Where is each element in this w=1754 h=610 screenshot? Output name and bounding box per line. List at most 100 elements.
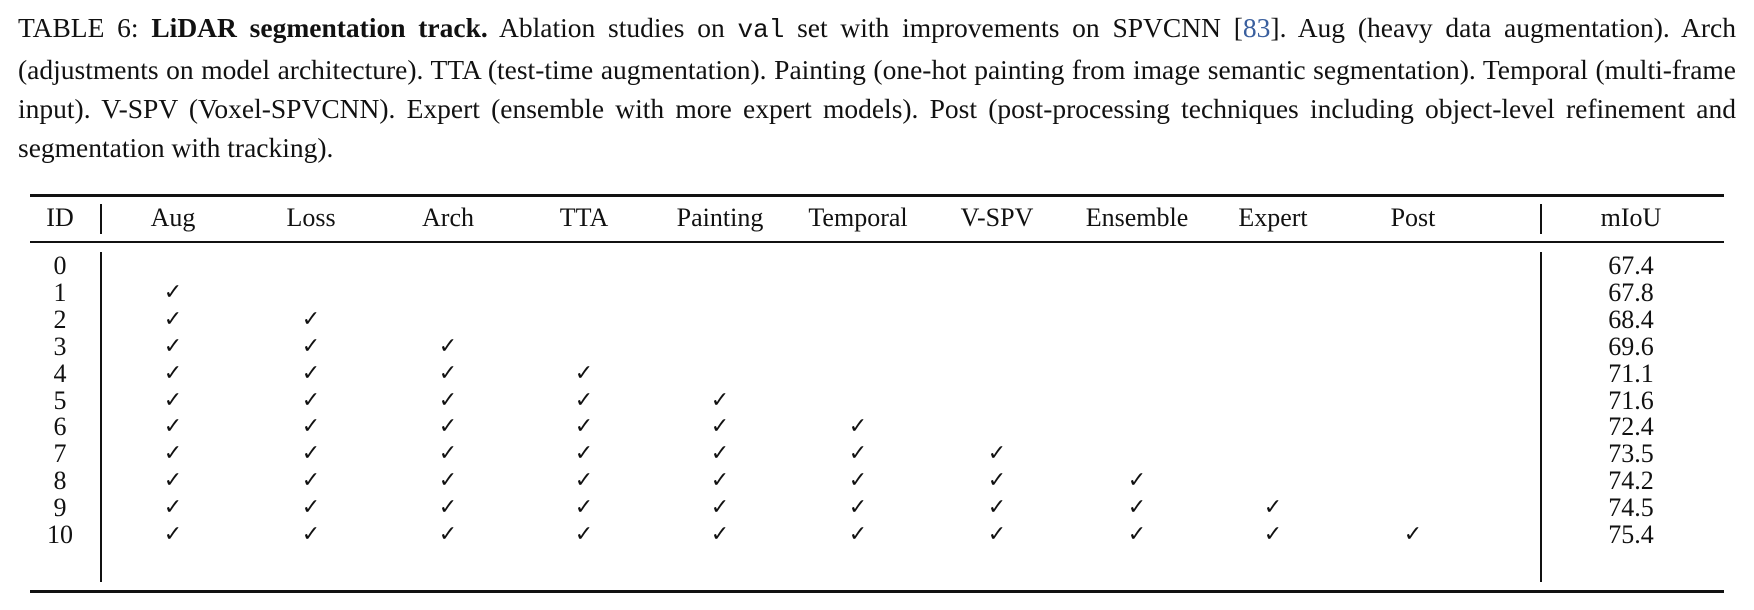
body-separator-right <box>1540 252 1542 582</box>
row-miou: 71.1 <box>1608 358 1654 388</box>
table-header-rule <box>30 241 1724 243</box>
check-mark-aug: ✓ <box>163 387 183 413</box>
header-separator-right <box>1540 204 1542 234</box>
check-mark-ensemble: ✓ <box>1127 522 1147 547</box>
row-miou: 74.2 <box>1608 466 1654 496</box>
check-mark-tta: ✓ <box>574 441 594 467</box>
check-mark-v-spv: ✓ <box>987 441 1007 467</box>
check-mark-tta: ✓ <box>574 360 594 386</box>
row-miou: 67.4 <box>1608 251 1654 280</box>
column-header-v-spv: V-SPV <box>960 203 1034 232</box>
check-mark-v-spv: ✓ <box>987 468 1007 494</box>
column-header-expert: Expert <box>1238 203 1308 232</box>
row-id: 0 <box>53 251 67 280</box>
check-mark-arch: ✓ <box>438 522 458 547</box>
column-header-miou: mIoU <box>1600 203 1662 232</box>
row-id: 5 <box>53 385 67 415</box>
check-mark-painting: ✓ <box>710 387 730 413</box>
check-mark-tta: ✓ <box>574 387 594 413</box>
caption-text-3: ]. Aug (heavy data augmentation). Arch (… <box>18 12 1736 163</box>
check-mark-painting: ✓ <box>710 468 730 494</box>
check-mark-loss: ✓ <box>301 360 321 386</box>
row-id: 1 <box>53 277 67 307</box>
check-mark-aug: ✓ <box>163 360 183 386</box>
citation-link[interactable]: 83 <box>1242 12 1271 43</box>
check-mark-aug: ✓ <box>163 414 183 440</box>
check-mark-arch: ✓ <box>438 333 458 359</box>
column-header-ensemble: Ensemble <box>1085 203 1189 232</box>
check-mark-tta: ✓ <box>574 468 594 494</box>
row-id: 2 <box>53 304 67 334</box>
check-mark-loss: ✓ <box>301 333 321 359</box>
check-mark-expert: ✓ <box>1263 522 1283 547</box>
check-mark-loss: ✓ <box>301 441 321 467</box>
check-mark-loss: ✓ <box>301 522 321 547</box>
check-mark-tta: ✓ <box>574 522 594 547</box>
column-header-temporal: Temporal <box>808 203 908 232</box>
row-id: 9 <box>53 493 67 523</box>
column-header-painting: Painting <box>676 203 764 232</box>
column-header-arch: Arch <box>422 203 474 232</box>
caption-text-1: Ablation studies on <box>487 12 738 43</box>
column-header-loss: Loss <box>286 203 336 232</box>
header-separator-left <box>100 204 102 234</box>
check-mark-arch: ✓ <box>438 441 458 467</box>
check-mark-aug: ✓ <box>163 441 183 467</box>
check-mark-temporal: ✓ <box>848 414 868 440</box>
check-mark-aug: ✓ <box>163 495 183 521</box>
check-mark-loss: ✓ <box>301 495 321 521</box>
table-bottom-rule <box>30 590 1724 593</box>
check-mark-aug: ✓ <box>163 333 183 359</box>
check-mark-painting: ✓ <box>710 414 730 440</box>
check-mark-aug: ✓ <box>163 279 183 305</box>
row-id: 3 <box>53 331 67 361</box>
check-mark-temporal: ✓ <box>848 468 868 494</box>
row-miou: 73.5 <box>1608 439 1654 469</box>
check-mark-arch: ✓ <box>438 468 458 494</box>
check-mark-post: ✓ <box>1403 522 1423 547</box>
check-mark-loss: ✓ <box>301 468 321 494</box>
check-mark-v-spv: ✓ <box>987 495 1007 521</box>
row-miou: 68.4 <box>1608 304 1654 334</box>
row-id: 10 <box>47 520 73 549</box>
check-mark-ensemble: ✓ <box>1127 468 1147 494</box>
check-mark-v-spv: ✓ <box>987 522 1007 547</box>
row-id: 7 <box>53 439 67 469</box>
check-mark-ensemble: ✓ <box>1127 495 1147 521</box>
row-id: 8 <box>53 466 67 496</box>
check-mark-tta: ✓ <box>574 414 594 440</box>
column-header-aug: Aug <box>150 203 196 232</box>
check-mark-loss: ✓ <box>301 387 321 413</box>
check-mark-arch: ✓ <box>438 387 458 413</box>
row-miou: 69.6 <box>1608 331 1654 361</box>
column-header-id: ID <box>46 203 74 232</box>
check-mark-painting: ✓ <box>710 441 730 467</box>
row-miou: 67.8 <box>1608 277 1654 307</box>
check-mark-arch: ✓ <box>438 495 458 521</box>
check-mark-temporal: ✓ <box>848 522 868 547</box>
caption-text-2: set with improvements on SPVCNN [ <box>784 12 1243 43</box>
caption-label: TABLE 6: <box>18 12 139 43</box>
check-mark-painting: ✓ <box>710 495 730 521</box>
caption-title: LiDAR segmentation track. <box>151 12 488 43</box>
check-mark-loss: ✓ <box>301 306 321 332</box>
check-mark-temporal: ✓ <box>848 441 868 467</box>
check-mark-expert: ✓ <box>1263 495 1283 521</box>
row-id: 4 <box>53 358 67 388</box>
column-header-post: Post <box>1390 203 1436 232</box>
check-mark-loss: ✓ <box>301 414 321 440</box>
check-mark-aug: ✓ <box>163 522 183 547</box>
row-id: 6 <box>53 412 67 442</box>
check-mark-aug: ✓ <box>163 306 183 332</box>
column-header-tta: TTA <box>559 203 609 232</box>
table-caption: TABLE 6: LiDAR segmentation track. Ablat… <box>18 8 1736 167</box>
check-mark-tta: ✓ <box>574 495 594 521</box>
caption-code: val <box>737 15 785 45</box>
check-mark-aug: ✓ <box>163 468 183 494</box>
check-mark-painting: ✓ <box>710 522 730 547</box>
check-mark-arch: ✓ <box>438 414 458 440</box>
check-mark-temporal: ✓ <box>848 495 868 521</box>
check-mark-arch: ✓ <box>438 360 458 386</box>
row-miou: 75.4 <box>1608 520 1654 549</box>
row-miou: 71.6 <box>1608 385 1654 415</box>
